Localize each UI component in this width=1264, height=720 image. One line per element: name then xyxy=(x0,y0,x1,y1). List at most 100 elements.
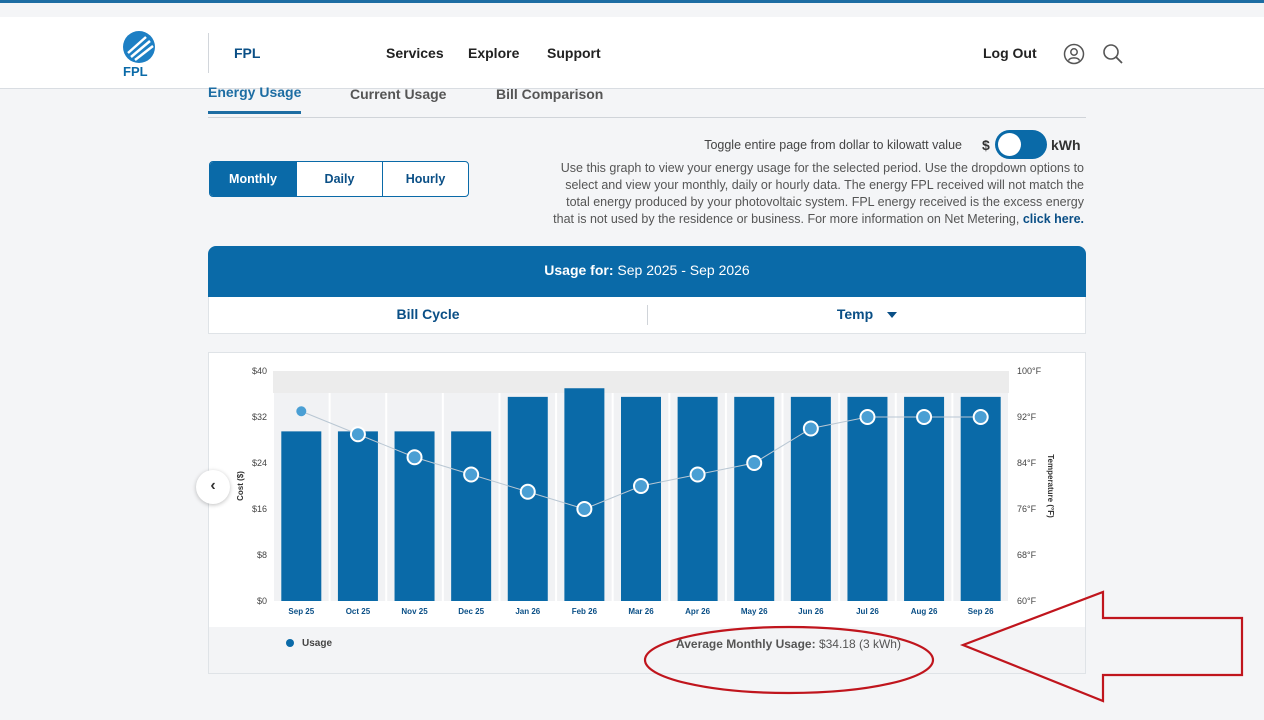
chevron-down-icon xyxy=(887,312,898,319)
site-header: FPL FPL Services Explore Support Log Out xyxy=(0,17,1264,89)
temperature-point xyxy=(859,409,876,425)
brand-label[interactable]: FPL xyxy=(234,45,261,61)
view-mode-selector: Monthly Daily Hourly xyxy=(209,161,469,197)
header-divider xyxy=(208,33,209,73)
usage-bar xyxy=(337,431,378,601)
y2-tick-label: 100°F xyxy=(1017,366,1042,376)
chevron-left-icon: ‹ xyxy=(210,477,216,494)
usage-bar xyxy=(734,396,775,601)
x-tick-label: Mar 26 xyxy=(628,607,654,616)
temp-label: Temp xyxy=(836,306,874,322)
x-tick-label: Oct 25 xyxy=(346,607,371,616)
nav-support[interactable]: Support xyxy=(547,45,601,61)
temperature-point xyxy=(463,466,480,483)
toggle-dollar-label: $ xyxy=(982,137,990,153)
y-tick-label: $8 xyxy=(257,550,267,560)
unit-toggle-switch[interactable] xyxy=(995,130,1047,159)
x-tick-label: Aug 26 xyxy=(911,607,938,616)
logo-text: FPL xyxy=(123,64,148,79)
usage-period-text: Usage for: Sep 2025 - Sep 2026 xyxy=(208,262,1086,278)
search-icon[interactable] xyxy=(1102,43,1124,65)
previous-period-button[interactable]: ‹ xyxy=(196,470,230,504)
y2-tick-label: 76°F xyxy=(1017,504,1037,514)
top-accent-stripe xyxy=(0,0,1264,3)
usage-bar xyxy=(847,396,888,601)
x-tick-label: Feb 26 xyxy=(572,607,598,616)
usage-period-label: Usage for: xyxy=(544,262,614,278)
usage-bar xyxy=(677,396,718,601)
x-tick-label: Jan 26 xyxy=(515,607,540,616)
chart-footer xyxy=(209,627,1085,673)
chart-options-bar: Bill Cycle Temp xyxy=(208,297,1086,334)
x-tick-label: May 26 xyxy=(741,607,768,616)
nav-explore[interactable]: Explore xyxy=(468,45,520,61)
average-monthly-usage: Average Monthly Usage: $34.18 (3 kWh) xyxy=(676,637,901,651)
temperature-point xyxy=(689,466,706,483)
tab-energy-usage[interactable]: Energy Usage xyxy=(208,84,302,114)
average-label: Average Monthly Usage: xyxy=(676,637,816,651)
y-tick-label: $40 xyxy=(252,366,267,376)
temperature-point xyxy=(519,483,536,500)
y-tick-label: $0 xyxy=(257,596,267,606)
fpl-logo[interactable]: FPL xyxy=(120,29,176,79)
description-text: Use this graph to view your energy usage… xyxy=(553,161,1084,226)
usage-bar xyxy=(281,431,322,601)
temperature-point xyxy=(916,409,933,425)
y2-tick-label: 68°F xyxy=(1017,550,1037,560)
temp-dropdown[interactable]: Temp xyxy=(648,306,1086,322)
hourly-button[interactable]: Hourly xyxy=(405,172,446,186)
banner-curve xyxy=(208,284,1086,299)
toggle-kwh-label: kWh xyxy=(1051,137,1081,153)
y-tick-label: $32 xyxy=(252,412,267,422)
user-icon[interactable] xyxy=(1063,43,1085,65)
y-axis-label: Cost ($) xyxy=(236,471,245,501)
usage-bar xyxy=(564,388,605,601)
usage-description: Use this graph to view your energy usage… xyxy=(548,160,1084,228)
usage-bar xyxy=(904,396,945,601)
temperature-point xyxy=(349,426,366,443)
y-tick-label: $24 xyxy=(252,458,267,468)
x-tick-label: Apr 26 xyxy=(685,607,710,616)
temperature-point xyxy=(746,455,763,471)
y2-tick-label: 84°F xyxy=(1017,458,1037,468)
y2-tick-label: 60°F xyxy=(1017,596,1037,606)
usage-bar xyxy=(621,396,661,601)
y2-tick-label: 92°F xyxy=(1017,412,1037,422)
legend-usage-label: Usage xyxy=(302,638,333,649)
usage-chart: Sep 25 Oct 25 Nov 25 Dec 25 Jan 26 Feb 26 Mar … xyxy=(236,366,1055,616)
temperature-point xyxy=(802,420,819,437)
toggle-knob xyxy=(998,133,1021,156)
usage-chart-panel: Sep 25 Oct 25 Nov 25 Dec 25 Jan 26 Feb 26 Mar … xyxy=(208,352,1086,674)
chart-legend: Usage xyxy=(286,638,332,649)
usage-tabs: Energy Usage Current Usage Bill Comparis… xyxy=(208,84,1086,118)
monthly-button[interactable]: Monthly xyxy=(210,162,297,196)
y-tick-label: $16 xyxy=(252,504,267,514)
nav-services[interactable]: Services xyxy=(386,45,444,61)
temperature-point xyxy=(296,406,307,417)
average-value: $34.18 (3 kWh) xyxy=(818,637,901,651)
options-divider xyxy=(647,305,648,325)
logout-link[interactable]: Log Out xyxy=(983,45,1037,61)
x-tick-label: Nov 25 xyxy=(401,607,428,616)
usage-period-value: Sep 2025 - Sep 2026 xyxy=(617,262,750,278)
chart-top-band xyxy=(273,371,1009,393)
tab-current-usage[interactable]: Current Usage xyxy=(350,86,447,102)
usage-bar xyxy=(451,431,492,601)
legend-usage-swatch xyxy=(286,639,294,647)
toggle-label: Toggle entire page from dollar to kilowa… xyxy=(704,138,962,152)
temperature-point xyxy=(576,501,593,517)
tab-bill-comparison[interactable]: Bill Comparison xyxy=(496,86,604,102)
y2-axis-label: Temperature (°F) xyxy=(1046,454,1055,518)
temperature-point xyxy=(972,409,989,425)
daily-button[interactable]: Daily xyxy=(297,162,383,196)
x-tick-label: Dec 25 xyxy=(458,607,484,616)
x-tick-label: Jun 26 xyxy=(798,607,824,616)
usage-bar xyxy=(960,396,1001,601)
x-tick-label: Sep 25 xyxy=(288,607,314,616)
bill-cycle-option[interactable]: Bill Cycle xyxy=(396,306,460,322)
temperature-point xyxy=(406,449,423,466)
temperature-point xyxy=(633,478,649,494)
x-tick-label: Sep 26 xyxy=(968,607,994,616)
x-tick-label: Jul 26 xyxy=(856,607,879,616)
net-metering-link[interactable]: click here. xyxy=(1022,212,1084,226)
